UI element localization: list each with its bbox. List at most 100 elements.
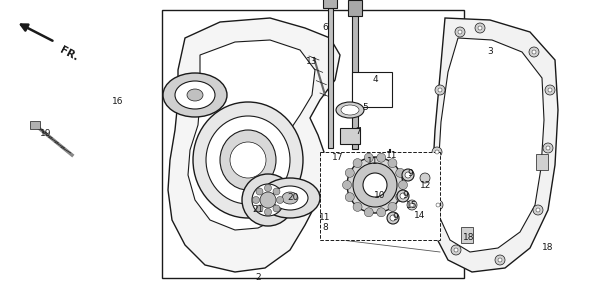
Bar (328, 8, 333, 148)
Circle shape (396, 168, 405, 177)
Polygon shape (432, 18, 558, 272)
Circle shape (256, 205, 263, 212)
Circle shape (273, 188, 280, 195)
Text: 19: 19 (40, 129, 52, 138)
Text: 3: 3 (487, 48, 493, 57)
Text: 18: 18 (542, 244, 554, 253)
Circle shape (397, 190, 409, 202)
Bar (348, 0, 362, 16)
Text: 12: 12 (420, 181, 432, 190)
Bar (30, 121, 40, 129)
Text: 9: 9 (392, 213, 398, 222)
Text: 15: 15 (407, 200, 418, 209)
Circle shape (343, 181, 352, 190)
Circle shape (264, 209, 271, 216)
Text: 11: 11 (386, 151, 398, 160)
Polygon shape (340, 128, 360, 144)
Text: 7: 7 (355, 128, 361, 136)
Circle shape (388, 202, 397, 211)
Text: 11: 11 (319, 213, 331, 222)
Polygon shape (188, 40, 315, 230)
Ellipse shape (193, 102, 303, 218)
Circle shape (364, 208, 373, 217)
Circle shape (432, 147, 442, 157)
Circle shape (407, 200, 417, 210)
Ellipse shape (336, 102, 364, 118)
Circle shape (353, 163, 397, 207)
Polygon shape (168, 18, 340, 272)
Circle shape (475, 23, 485, 33)
Circle shape (533, 205, 543, 215)
Circle shape (264, 185, 271, 191)
Circle shape (253, 197, 260, 203)
Text: 21: 21 (253, 206, 264, 215)
Bar (352, 4, 358, 149)
Ellipse shape (220, 130, 276, 190)
Text: 5: 5 (362, 104, 368, 113)
Circle shape (458, 30, 462, 34)
Bar (320, 152, 440, 240)
Circle shape (364, 153, 373, 162)
Circle shape (546, 146, 550, 150)
Text: 17: 17 (332, 154, 344, 163)
Circle shape (478, 26, 482, 30)
Circle shape (536, 208, 540, 212)
Circle shape (277, 197, 284, 203)
Ellipse shape (260, 178, 320, 218)
Text: 8: 8 (322, 224, 328, 232)
Bar (352, 72, 392, 107)
Text: FR.: FR. (58, 45, 80, 63)
Circle shape (545, 85, 555, 95)
Circle shape (345, 193, 354, 202)
Circle shape (363, 173, 387, 197)
Ellipse shape (206, 116, 290, 204)
Bar (323, 0, 337, 8)
Ellipse shape (175, 81, 215, 109)
Circle shape (402, 169, 414, 181)
Text: 10: 10 (374, 191, 386, 200)
Circle shape (548, 88, 552, 92)
Bar (162, 10, 464, 278)
Text: 9: 9 (402, 191, 408, 200)
Circle shape (435, 85, 445, 95)
Circle shape (242, 174, 294, 226)
Circle shape (260, 192, 276, 208)
Circle shape (273, 205, 280, 212)
Circle shape (433, 200, 443, 210)
Circle shape (438, 88, 442, 92)
Bar (536, 154, 548, 170)
Text: 16: 16 (112, 98, 124, 107)
Text: 20: 20 (287, 194, 299, 203)
Circle shape (532, 50, 536, 54)
Polygon shape (438, 38, 544, 252)
Circle shape (390, 215, 396, 221)
Circle shape (396, 193, 405, 202)
Ellipse shape (187, 89, 203, 101)
Ellipse shape (163, 73, 227, 117)
Circle shape (377, 153, 386, 162)
Circle shape (405, 172, 411, 178)
Text: 9: 9 (407, 169, 413, 178)
Circle shape (435, 150, 439, 154)
Circle shape (436, 203, 440, 207)
Ellipse shape (282, 192, 298, 204)
Circle shape (455, 27, 465, 37)
Circle shape (495, 255, 505, 265)
Circle shape (398, 181, 408, 190)
Text: 14: 14 (414, 210, 426, 219)
Circle shape (498, 258, 502, 262)
Circle shape (543, 143, 553, 153)
Bar (461, 227, 473, 243)
Text: 6: 6 (322, 23, 328, 33)
Ellipse shape (272, 186, 308, 210)
Text: 4: 4 (372, 76, 378, 85)
Circle shape (454, 248, 458, 252)
Text: 18: 18 (463, 234, 475, 243)
Circle shape (451, 245, 461, 255)
Circle shape (353, 202, 362, 211)
Text: 2: 2 (255, 274, 261, 283)
Circle shape (353, 159, 362, 168)
Circle shape (529, 47, 539, 57)
Ellipse shape (341, 105, 359, 115)
Circle shape (410, 203, 414, 207)
